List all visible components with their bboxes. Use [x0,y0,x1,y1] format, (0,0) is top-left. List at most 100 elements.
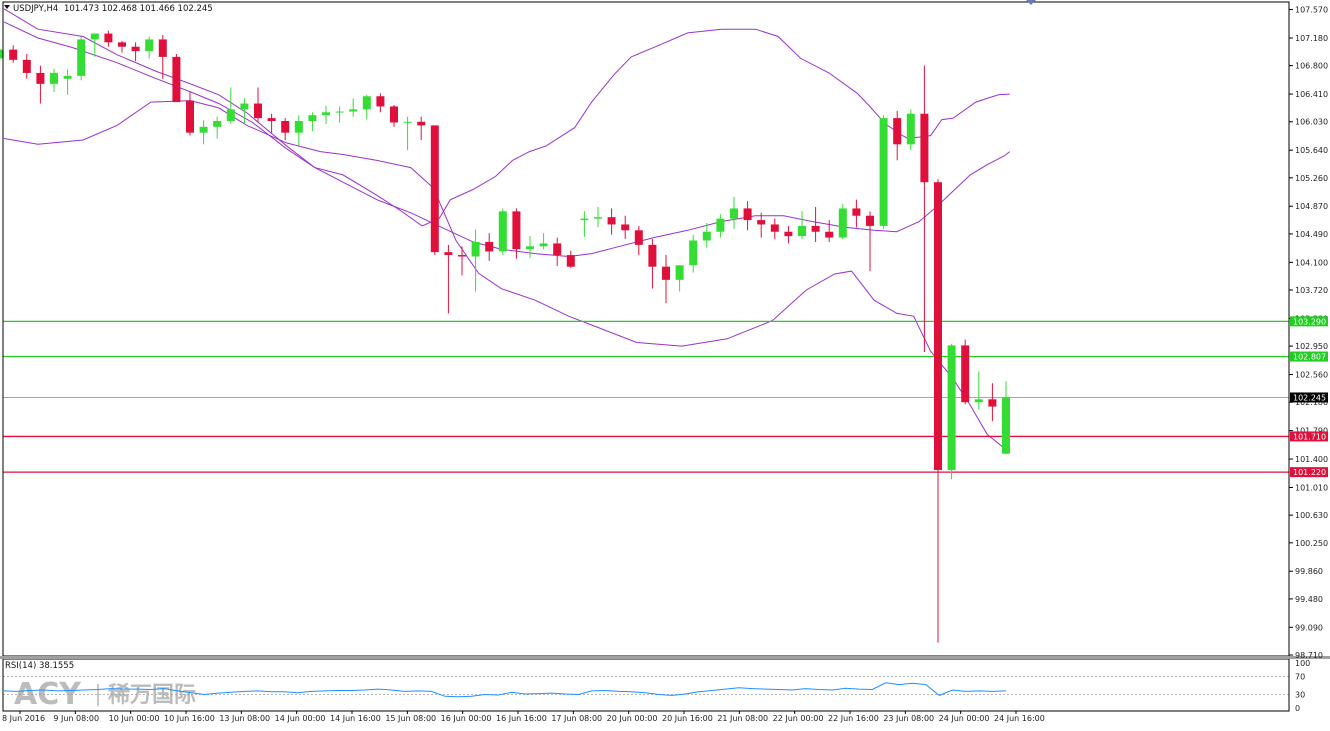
x-tick-label: 13 Jun 08:00 [219,714,270,723]
candle-body [757,220,766,225]
candle-body [594,217,602,219]
bollinger-lower-line [3,100,1011,454]
level-price-tag [1290,316,1328,327]
bollinger-upper-line [3,8,1010,227]
candle-body [267,118,276,122]
x-tick-label: 22 Jun 16:00 [828,714,879,723]
x-tick-label: 22 Jun 00:00 [773,714,824,723]
symbol-dropdown-icon[interactable] [4,5,10,9]
candle-body [798,225,806,237]
candle-body [866,215,874,226]
candle-body [893,118,902,145]
candle-body [539,243,548,247]
candle-body [988,399,997,407]
candle-body [634,230,643,245]
candle-body [172,56,181,103]
candle-body [498,211,507,252]
watermark: ACY 稀万国际 [14,677,196,712]
x-tick-label: 16 Jun 16:00 [496,714,547,723]
candle-body [63,75,72,79]
candle-body [186,100,194,133]
x-tick-label: 21 Jun 08:00 [717,714,768,723]
x-tick-label: 14 Jun 16:00 [330,714,381,723]
x-tick-label: 20 Jun 00:00 [607,714,658,723]
candle-body [784,231,793,237]
level-price-tag [1290,351,1328,362]
candle-body [118,42,126,47]
y-tick-label: 100.630 [1295,511,1328,520]
x-tick-label: 8 Jun 2016 [2,714,45,723]
rsi-tick-label: 0 [1295,704,1300,713]
candle-body [403,121,412,123]
candle-body [607,217,616,225]
candle-body [281,121,290,133]
candle-body [376,96,385,107]
candle-body [390,106,398,123]
x-tick-label: 24 Jun 16:00 [994,714,1045,723]
level-price-label: 102.807 [1293,353,1326,362]
chart-symbol: USDJPY,H4 [13,4,58,14]
candle-body [430,125,439,253]
watermark-divider [97,684,99,706]
chart-shift-marker-icon[interactable] [1026,0,1036,5]
level-price-label: 103.290 [1293,317,1326,326]
candle-body [254,103,262,119]
candle-body [22,59,31,73]
level-price-tag [1290,392,1328,403]
candle-body [961,345,970,403]
y-tick-label: 99.480 [1295,595,1323,604]
candle-body [294,121,303,133]
candle-body [9,49,18,60]
rsi-tick-label: 30 [1295,691,1305,700]
candle-body [825,231,834,238]
x-tick-label: 20 Jun 16:00 [662,714,713,723]
candle-body [226,109,235,122]
x-tick-label: 16 Jun 00:00 [441,714,492,723]
candle-body [104,33,113,43]
candle-body [308,115,317,122]
x-tick-label: 10 Jun 00:00 [109,714,160,723]
candle-body [240,103,249,110]
candle-body [974,399,983,403]
y-tick-label: 100.250 [1295,539,1328,548]
candle-body [689,240,698,266]
candle-body [199,126,208,133]
y-tick-label: 107.180 [1295,34,1328,43]
candle-body [811,225,820,232]
y-tick-label: 101.790 [1295,427,1328,436]
y-tick-label: 98.710 [1295,651,1323,660]
candle-body [716,218,725,232]
candle-body [0,49,4,59]
y-tick-label: 99.090 [1295,623,1323,632]
candle-body [947,345,956,470]
rsi-line [3,682,1007,698]
x-tick-label: 23 Jun 08:00 [883,714,934,723]
candle-body [920,113,929,183]
y-tick-label: 107.570 [1295,6,1328,15]
rsi-label: RSI(14) 38.1555 [5,661,74,671]
panel-separator [0,656,1330,659]
level-price-label: 101.710 [1293,432,1326,441]
y-tick-label: 105.640 [1295,146,1328,155]
y-tick-label: 106.800 [1295,62,1328,71]
y-tick-label: 102.180 [1295,398,1328,407]
y-tick-label: 102.560 [1295,371,1328,380]
candle-body [730,208,738,219]
candle-body [77,39,86,76]
candle-body [675,265,684,280]
level-price-tag [1290,431,1328,442]
y-tick-label: 104.490 [1295,230,1328,239]
candle-body [90,33,99,40]
candle-body [566,255,575,267]
y-tick-label: 103.720 [1295,286,1328,295]
level-price-tag [1290,467,1328,478]
candle-body [36,72,45,84]
candle-body [770,224,779,232]
main-frame [2,1,1290,657]
candle-body [553,243,562,256]
candle-body [838,208,847,238]
x-tick-label: 17 Jun 08:00 [551,714,602,723]
candle-body [458,255,466,257]
y-tick-label: 101.400 [1295,455,1328,464]
